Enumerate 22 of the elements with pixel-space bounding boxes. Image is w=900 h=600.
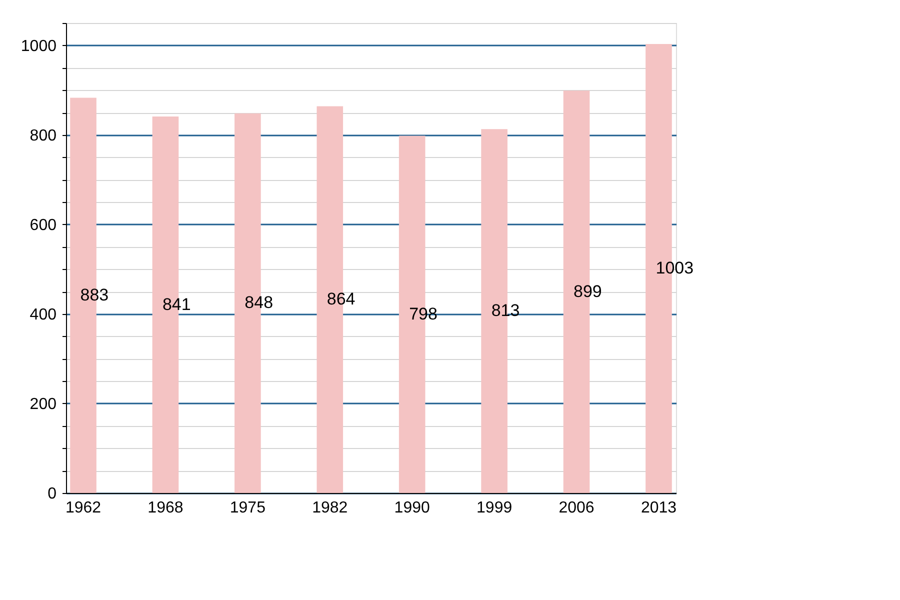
x-tick-label: 1968	[148, 500, 184, 516]
x-tick-label: 1982	[312, 500, 348, 516]
y-tick-label: 200	[30, 396, 57, 413]
data-label: 1003	[656, 258, 694, 278]
y-tick-label: 1000	[20, 38, 57, 55]
x-tick-label: 1962	[65, 500, 102, 516]
x-tick-label: 2006	[558, 500, 594, 516]
data-label: 813	[491, 301, 520, 320]
data-label: 848	[244, 293, 274, 312]
y-tick-label: 600	[30, 216, 57, 234]
y-tick-label: 800	[30, 127, 57, 144]
x-tick-label: 1975	[230, 500, 266, 516]
data-label: 798	[409, 304, 438, 324]
x-tick-label: 1999	[476, 500, 512, 516]
x-tick-label: 1990	[394, 500, 430, 516]
data-label: 841	[162, 294, 191, 314]
data-label: 883	[80, 285, 109, 304]
x-tick-label: 2013	[640, 500, 677, 516]
y-tick-label: 0	[48, 486, 57, 502]
data-label: 899	[574, 282, 602, 301]
y-tick-label: 400	[30, 306, 57, 324]
data-label: 864	[326, 290, 356, 309]
